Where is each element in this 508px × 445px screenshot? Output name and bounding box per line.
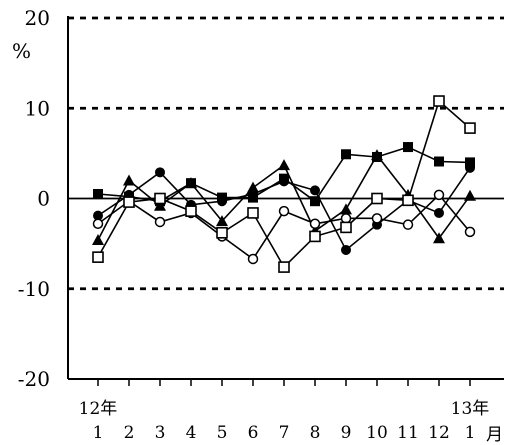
data-point <box>464 122 476 134</box>
data-point <box>278 159 290 171</box>
x-tick-label: 8 <box>310 423 321 443</box>
data-point <box>310 185 320 196</box>
data-point <box>154 199 166 211</box>
data-point <box>434 207 444 218</box>
data-point <box>402 219 414 230</box>
data-point <box>433 232 445 244</box>
data-point <box>403 142 413 153</box>
data-point <box>247 253 259 265</box>
x-tick-label: 2 <box>124 423 135 443</box>
data-point <box>340 203 352 215</box>
y-tick-label: 10 <box>25 96 50 120</box>
x-tick-labels: 1 2 3 4 5 6 7 8 9 10 11 12 1 <box>93 423 476 443</box>
series-open-circle <box>92 189 476 265</box>
series-filled-circle <box>93 162 475 255</box>
y-unit-label: % <box>12 39 31 63</box>
data-point <box>123 174 135 186</box>
x-tick-label: 1 <box>93 423 104 443</box>
data-point <box>465 157 475 168</box>
data-point <box>433 189 445 201</box>
year-label: 12年 <box>79 399 118 419</box>
data-point <box>93 210 103 221</box>
data-point <box>154 216 166 228</box>
series-filled-square <box>93 142 475 207</box>
y-tick-label: 0 <box>37 187 50 211</box>
series-open-square <box>92 95 476 273</box>
axis-layer <box>67 16 504 386</box>
x-tick-label: 3 <box>155 423 166 443</box>
data-point <box>154 192 166 205</box>
x-tick-label: 5 <box>217 423 228 443</box>
data-point <box>309 218 321 230</box>
data-point <box>465 162 475 173</box>
x-tick-label: 1 <box>465 423 476 443</box>
data-point <box>92 251 104 263</box>
x-tick-label: 4 <box>186 423 197 443</box>
data-point <box>278 261 290 273</box>
data-point <box>278 205 290 217</box>
data-point <box>341 149 351 160</box>
data-point <box>92 218 104 230</box>
data-point <box>185 205 197 217</box>
y-tick-label: -10 <box>18 277 50 301</box>
series-layer <box>92 95 476 273</box>
x-tick-label: 7 <box>279 423 290 443</box>
data-point <box>309 230 321 243</box>
data-point <box>185 177 197 189</box>
x-tick-label: 12 <box>428 423 450 443</box>
y-tick-label: -20 <box>18 367 50 391</box>
data-point <box>371 192 383 205</box>
data-point <box>247 181 259 193</box>
data-point <box>216 226 228 239</box>
data-point <box>93 188 103 199</box>
y-tick-labels: -20 -10 0 10 20 <box>18 6 50 391</box>
x-tick-label: 10 <box>366 423 388 443</box>
data-point <box>217 196 227 207</box>
data-point <box>434 156 444 167</box>
data-point <box>371 213 383 224</box>
data-point <box>340 221 352 234</box>
data-point <box>433 95 445 107</box>
data-point <box>340 213 352 224</box>
year-label: 13年 <box>451 399 490 419</box>
x-tick-label: 6 <box>248 423 259 443</box>
data-point <box>92 234 104 246</box>
series-filled-triangle <box>92 149 476 246</box>
data-point <box>216 215 228 227</box>
data-point <box>371 149 383 161</box>
data-point <box>464 189 476 201</box>
data-point <box>248 188 258 199</box>
y-tick-label: 20 <box>25 6 50 30</box>
x-tick-label: 11 <box>397 423 419 443</box>
grid-layer <box>68 16 504 291</box>
data-point <box>279 176 289 187</box>
x-unit-label: 月 <box>486 425 503 445</box>
data-point <box>155 167 165 178</box>
data-point <box>402 194 414 207</box>
data-point <box>123 196 135 208</box>
year-labels: 12年 13年 <box>79 399 490 419</box>
data-point <box>247 207 259 219</box>
data-point <box>464 226 476 238</box>
x-tick-label: 9 <box>341 423 352 443</box>
data-point <box>341 244 351 255</box>
data-point <box>310 196 320 207</box>
